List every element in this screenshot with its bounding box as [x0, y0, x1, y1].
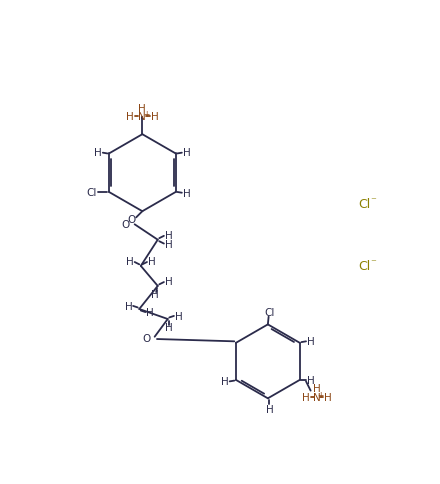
Text: H: H: [324, 392, 331, 402]
Text: ⁻: ⁻: [370, 257, 376, 268]
Text: +: +: [143, 110, 149, 119]
Text: H: H: [221, 377, 229, 387]
Text: N: N: [313, 392, 321, 402]
Text: H: H: [151, 111, 158, 121]
Text: ⁻: ⁻: [370, 196, 376, 206]
Text: H: H: [151, 289, 158, 299]
Text: Cl: Cl: [359, 259, 371, 272]
Text: +: +: [318, 390, 324, 399]
Text: H: H: [165, 277, 172, 287]
Text: H: H: [265, 404, 273, 414]
Text: Cl: Cl: [87, 188, 97, 197]
Text: H: H: [307, 337, 315, 347]
Text: H: H: [165, 322, 173, 332]
Text: N: N: [139, 111, 146, 121]
Text: H: H: [307, 375, 315, 385]
Text: H: H: [126, 257, 134, 267]
Text: H: H: [139, 104, 146, 114]
Text: H: H: [148, 257, 155, 267]
Text: O: O: [143, 333, 151, 344]
Text: O: O: [128, 214, 136, 225]
Text: H: H: [302, 392, 310, 402]
Text: O: O: [121, 220, 129, 230]
Text: H: H: [165, 240, 172, 250]
Text: H: H: [175, 311, 183, 321]
Text: H: H: [126, 111, 134, 121]
Text: H: H: [125, 301, 132, 311]
Text: Cl: Cl: [359, 197, 371, 211]
Text: H: H: [183, 148, 191, 158]
Text: H: H: [146, 307, 154, 318]
Text: H: H: [313, 383, 321, 393]
Text: H: H: [94, 148, 102, 158]
Text: H: H: [165, 230, 172, 241]
Text: Cl: Cl: [264, 307, 275, 318]
Text: H: H: [183, 189, 191, 199]
